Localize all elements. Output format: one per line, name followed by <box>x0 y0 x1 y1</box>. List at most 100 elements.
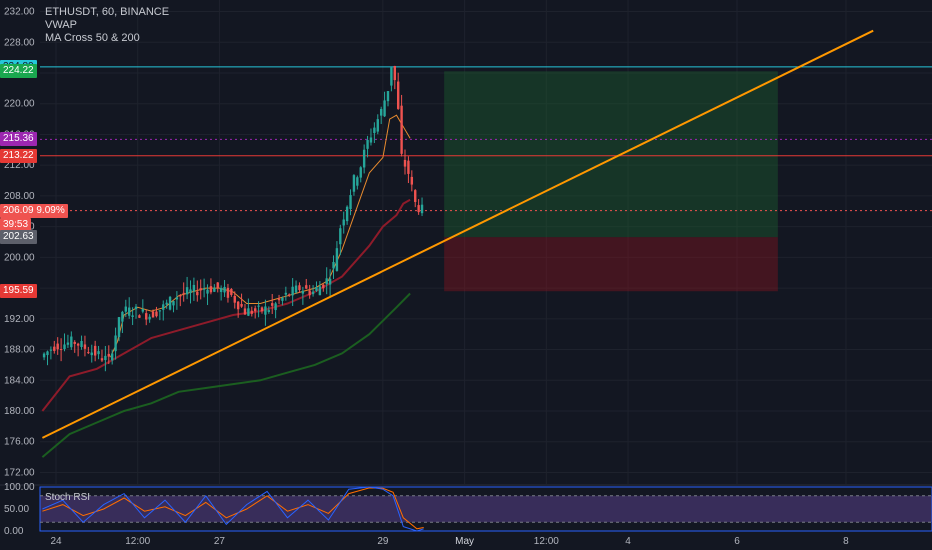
candle-body[interactable] <box>145 313 148 320</box>
candle-body[interactable] <box>362 149 366 168</box>
candle-body[interactable] <box>223 286 226 293</box>
candle-body[interactable] <box>410 176 414 185</box>
candle-body[interactable] <box>158 310 162 312</box>
candle-body[interactable] <box>117 317 121 338</box>
candle-body[interactable] <box>236 301 240 310</box>
candle-body[interactable] <box>253 308 257 312</box>
candle-body[interactable] <box>325 278 328 285</box>
candle-body[interactable] <box>70 336 73 348</box>
candle-body[interactable] <box>400 105 403 154</box>
price-tag[interactable]: 215.36 <box>0 132 37 147</box>
candle-body[interactable] <box>179 295 182 297</box>
candle-body[interactable] <box>386 91 390 102</box>
candle-body[interactable] <box>281 297 284 301</box>
candle-body[interactable] <box>202 288 206 290</box>
candle-body[interactable] <box>182 292 185 294</box>
candle-body[interactable] <box>49 349 53 351</box>
candle-body[interactable] <box>390 67 393 86</box>
candle-body[interactable] <box>291 286 294 296</box>
candle-body[interactable] <box>97 351 100 355</box>
candle-body[interactable] <box>66 342 70 345</box>
candle-body[interactable] <box>80 340 83 348</box>
candle-body[interactable] <box>213 287 216 292</box>
candle-body[interactable] <box>233 295 236 303</box>
candle-body[interactable] <box>59 349 63 351</box>
vwap-label[interactable]: VWAP <box>45 19 77 31</box>
candle-body[interactable] <box>121 311 124 322</box>
candle-body[interactable] <box>134 306 138 310</box>
candle-body[interactable] <box>311 291 315 295</box>
candle-body[interactable] <box>138 315 141 318</box>
candle-body[interactable] <box>185 287 189 295</box>
candle-body[interactable] <box>141 308 145 312</box>
price-tag[interactable]: 202.63 <box>0 230 37 245</box>
candle-body[interactable] <box>318 286 322 296</box>
candle-body[interactable] <box>397 81 400 109</box>
candle-body[interactable] <box>393 66 396 81</box>
candle-body[interactable] <box>90 352 93 356</box>
candle-body[interactable] <box>124 306 128 312</box>
candle-body[interactable] <box>383 100 386 117</box>
candle-body[interactable] <box>63 344 66 350</box>
candle-body[interactable] <box>308 290 311 296</box>
candle-body[interactable] <box>131 315 134 317</box>
ma-cross-label[interactable]: MA Cross 50 & 200 <box>45 32 140 44</box>
candle-body[interactable] <box>104 355 107 361</box>
candle-body[interactable] <box>284 292 288 295</box>
candle-body[interactable] <box>192 284 196 292</box>
candle-body[interactable] <box>294 285 298 293</box>
candle-body[interactable] <box>298 285 301 291</box>
symbol-label[interactable]: ETHUSDT, 60, BINANCE <box>45 6 170 18</box>
candle-body[interactable] <box>240 303 243 307</box>
price-tag[interactable]: 224.22 <box>0 64 37 79</box>
candle-body[interactable] <box>100 358 104 361</box>
candle-body[interactable] <box>219 288 223 292</box>
candle-body[interactable] <box>328 278 332 285</box>
candle-body[interactable] <box>247 308 250 316</box>
candle-body[interactable] <box>73 341 76 344</box>
candle-body[interactable] <box>356 177 359 186</box>
candle-body[interactable] <box>162 304 165 310</box>
candle-body[interactable] <box>226 287 230 298</box>
candle-body[interactable] <box>114 335 117 352</box>
candle-body[interactable] <box>332 261 335 269</box>
candle-body[interactable] <box>420 204 424 214</box>
candle-body[interactable] <box>414 190 417 202</box>
candle-body[interactable] <box>271 303 274 306</box>
candle-body[interactable] <box>83 344 87 349</box>
long-position-profit-zone[interactable] <box>444 71 778 238</box>
candle-body[interactable] <box>168 296 172 310</box>
candle-body[interactable] <box>277 298 281 301</box>
candle-body[interactable] <box>301 290 305 294</box>
candle-body[interactable] <box>93 345 97 356</box>
candle-body[interactable] <box>274 303 277 311</box>
candle-body[interactable] <box>403 159 407 167</box>
candle-body[interactable] <box>87 352 90 354</box>
candle-body[interactable] <box>305 285 308 289</box>
candle-body[interactable] <box>56 343 59 350</box>
candle-body[interactable] <box>175 297 179 300</box>
candle-body[interactable] <box>379 109 383 116</box>
candle-body[interactable] <box>209 286 213 293</box>
candle-body[interactable] <box>369 137 373 143</box>
candle-body[interactable] <box>243 308 247 315</box>
candle-body[interactable] <box>267 310 271 312</box>
candle-body[interactable] <box>206 289 209 294</box>
candle-body[interactable] <box>366 140 369 149</box>
candle-body[interactable] <box>315 287 318 291</box>
candle-body[interactable] <box>359 167 362 178</box>
stoch-rsi-label[interactable]: Stoch RSI <box>45 492 91 503</box>
candle-body[interactable] <box>148 316 151 320</box>
price-tag[interactable]: 206.09 9.09% <box>0 203 68 218</box>
price-tag[interactable]: 213.22 <box>0 148 37 163</box>
candle-body[interactable] <box>335 248 339 271</box>
candle-body[interactable] <box>128 307 131 316</box>
candle-body[interactable] <box>352 175 356 192</box>
candle-body[interactable] <box>260 307 264 312</box>
candle-body[interactable] <box>165 302 168 305</box>
candle-body[interactable] <box>110 353 114 361</box>
candle-body[interactable] <box>376 119 379 132</box>
candle-body[interactable] <box>151 311 155 318</box>
candle-body[interactable] <box>264 306 267 315</box>
